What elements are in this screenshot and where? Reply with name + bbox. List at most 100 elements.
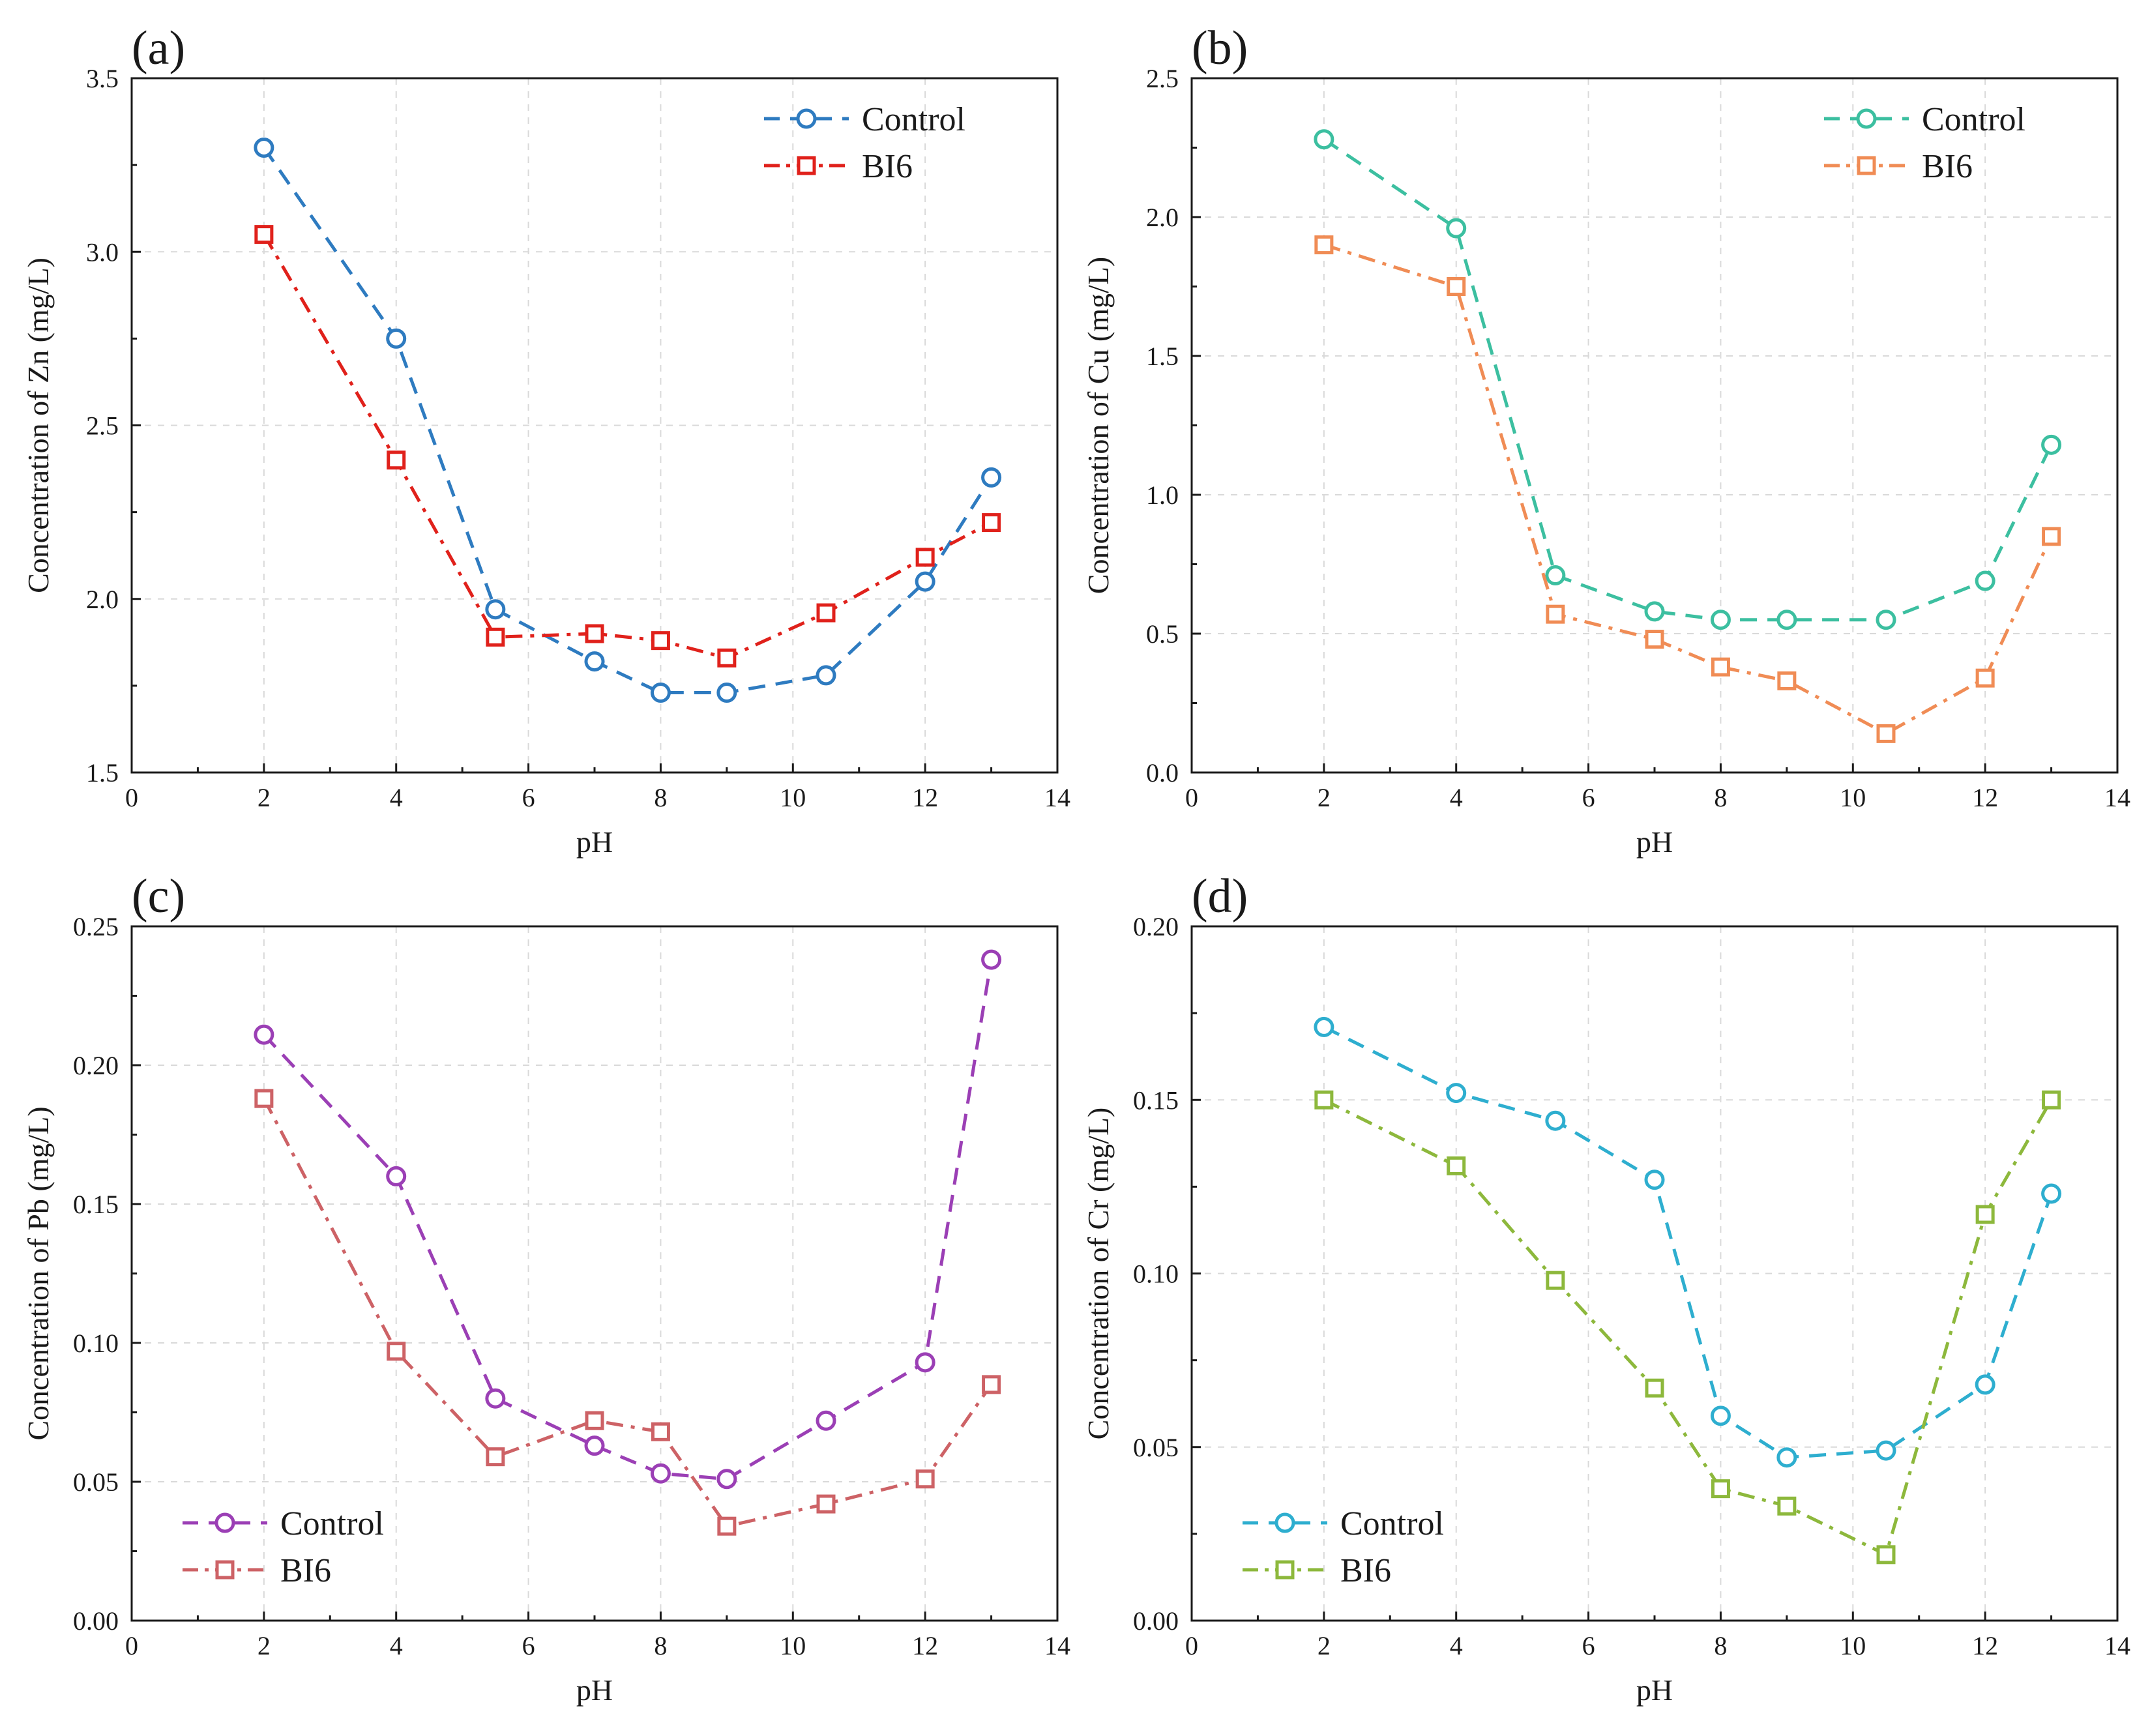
x-tick-label: 12 <box>912 1631 938 1660</box>
data-point-bi6 <box>915 548 935 567</box>
data-point-bi6 <box>1711 1479 1730 1499</box>
data-point-bi6 <box>2042 1090 2061 1110</box>
y-tick-label: 3.5 <box>86 64 119 93</box>
data-point-control <box>1876 1440 1896 1461</box>
y-tick-label: 0.05 <box>73 1467 119 1497</box>
y-tick-label: 2.0 <box>1146 203 1179 232</box>
data-point-bi6 <box>1876 1545 1896 1565</box>
chart-panel-3: 0 2 4 6 8 10 12 14 0.00 0.05 0.10 0.15 0.20 0.25 pH Con… <box>22 870 1070 1707</box>
x-tick-label: 4 <box>1450 783 1463 812</box>
x-tick-label: 6 <box>522 1631 535 1660</box>
y-tick-label: 0.10 <box>1133 1259 1179 1289</box>
data-point-bi6 <box>651 631 670 651</box>
data-point-bi6 <box>816 1494 836 1514</box>
chart-panel-4: 0 2 4 6 8 10 12 14 0.00 0.05 0.10 0.15 0.20 pH Concent… <box>1082 870 2130 1707</box>
x-tick-label: 6 <box>1582 783 1595 812</box>
y-tick-label: 2.5 <box>1146 64 1179 93</box>
data-point-bi6 <box>486 627 505 647</box>
panel-label: (d) <box>1192 870 1248 923</box>
legend-marker-control <box>214 1512 235 1533</box>
series-line-bi6 <box>1323 243 2053 735</box>
data-point-control <box>2041 1183 2062 1204</box>
data-point-bi6 <box>254 225 274 244</box>
data-point-bi6 <box>1975 668 1995 688</box>
x-axis-title: pH <box>1636 825 1673 859</box>
chart-panel-2: 0 2 4 6 8 10 12 14 0.0 0.5 1.0 1.5 2.0 2.5 pH Concentra… <box>1082 22 2130 859</box>
data-point-control <box>1975 1374 1995 1395</box>
data-point-bi6 <box>651 1422 670 1441</box>
data-point-control <box>1710 1405 1731 1426</box>
data-point-control <box>716 683 737 703</box>
data-point-bi6 <box>1447 277 1466 296</box>
data-point-bi6 <box>387 450 406 470</box>
legend-label: BI6 <box>862 148 913 185</box>
y-tick-label: 0.10 <box>73 1329 119 1358</box>
data-point-control <box>1876 610 1896 630</box>
x-tick-label: 0 <box>1185 783 1198 812</box>
y-tick-label: 0.00 <box>73 1606 119 1636</box>
x-tick-label: 10 <box>780 783 806 812</box>
legend-marker-control <box>1856 108 1877 129</box>
data-point-control <box>981 467 1002 488</box>
chart-panel-1: 0 2 4 6 8 10 12 14 1.5 2.0 2.5 3.0 3.5 pH Concentratio… <box>22 22 1070 859</box>
panel-label: (a) <box>132 22 185 75</box>
series-line-bi6 <box>262 1097 993 1528</box>
y-tick-label: 0.25 <box>73 912 119 941</box>
data-point-bi6 <box>1645 1378 1664 1398</box>
legend-marker-bi6 <box>797 156 816 175</box>
data-point-control <box>1314 1016 1334 1037</box>
data-point-bi6 <box>1876 724 1896 743</box>
x-tick-label: 2 <box>1318 783 1331 812</box>
y-tick-label: 0.00 <box>1133 1606 1179 1636</box>
data-point-bi6 <box>585 624 604 643</box>
data-point-control <box>584 1435 605 1456</box>
x-tick-label: 4 <box>390 1631 403 1660</box>
x-tick-label: 8 <box>1714 783 1727 812</box>
y-axis-title: Concentration of Cr (mg/L) <box>1082 1108 1115 1440</box>
series-line-control <box>1323 1025 2053 1460</box>
data-point-bi6 <box>1314 235 1334 255</box>
data-point-control <box>650 683 671 703</box>
data-point-control <box>1314 129 1334 150</box>
data-point-bi6 <box>585 1411 604 1430</box>
y-axis-title: Concentration of Pb (mg/L) <box>22 1106 55 1440</box>
plot-frame <box>1190 77 2119 774</box>
data-point-bi6 <box>1645 630 1664 649</box>
y-axis-title: Concentration of Cu (mg/L) <box>1082 257 1115 594</box>
y-tick-label: 1.0 <box>1146 480 1179 510</box>
x-tick-label: 8 <box>1714 1631 1727 1660</box>
y-tick-label: 0.20 <box>73 1051 119 1080</box>
data-point-control <box>386 328 407 349</box>
data-point-bi6 <box>717 648 737 668</box>
y-tick-label: 2.0 <box>86 585 119 614</box>
data-point-bi6 <box>2042 527 2061 546</box>
data-point-control <box>1776 1447 1797 1468</box>
x-tick-label: 2 <box>1318 1631 1331 1660</box>
data-point-control <box>1975 570 1995 591</box>
data-point-control <box>1644 601 1665 622</box>
data-point-control <box>1446 1083 1467 1104</box>
data-point-control <box>716 1469 737 1490</box>
x-tick-label: 14 <box>1044 1631 1070 1660</box>
legend-label: Control <box>1340 1505 1444 1542</box>
legend-label: BI6 <box>280 1552 331 1589</box>
data-point-control <box>485 1388 506 1409</box>
x-axis-title: pH <box>576 825 613 859</box>
y-tick-label: 3.0 <box>86 237 119 267</box>
data-point-control <box>816 1410 836 1431</box>
data-point-bi6 <box>816 603 836 623</box>
data-point-control <box>1644 1170 1665 1190</box>
data-point-control <box>254 1024 274 1045</box>
data-point-bi6 <box>1546 1271 1565 1290</box>
data-point-bi6 <box>1975 1205 1995 1224</box>
legend-marker-bi6 <box>215 1560 235 1580</box>
data-point-control <box>254 138 274 158</box>
data-point-control <box>816 665 836 686</box>
y-tick-label: 0.15 <box>1133 1085 1179 1115</box>
data-point-control <box>584 651 605 672</box>
data-point-bi6 <box>1546 604 1565 624</box>
data-point-bi6 <box>717 1516 737 1536</box>
data-point-control <box>915 571 935 592</box>
x-tick-label: 8 <box>654 1631 667 1660</box>
